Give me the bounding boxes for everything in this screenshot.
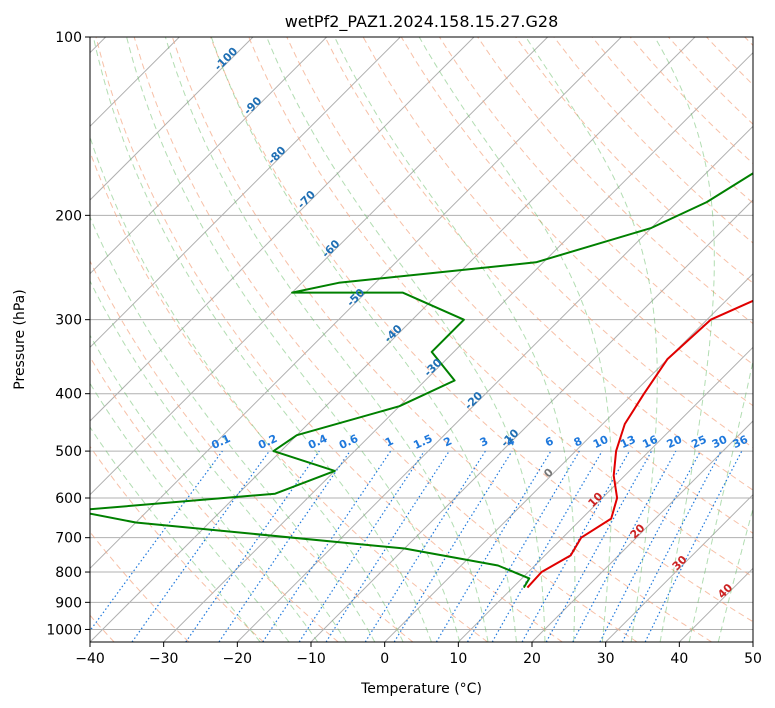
dry-adiabat-line (515, 37, 753, 284)
mixing-ratio-label: 16 (640, 433, 660, 451)
y-axis-title: Pressure (hPa) (12, 289, 28, 389)
mixing-ratio-line (393, 450, 513, 642)
mixing-ratio-line (90, 450, 223, 632)
isotherm-line (531, 420, 753, 642)
isotherm-line (90, 37, 622, 570)
isotherm-line (384, 272, 753, 642)
dry-adiabat-line (90, 356, 339, 642)
y-tick-label: 400 (55, 387, 82, 403)
y-tick-label: 900 (55, 595, 82, 611)
moist-adiabat-line (90, 382, 290, 642)
mixing-ratio-line (572, 450, 677, 642)
dry-adiabat-line (90, 445, 264, 642)
isotherm-line (90, 37, 549, 496)
y-tick-label: 100 (55, 30, 82, 46)
moist-adiabat-line (210, 37, 517, 642)
x-tick-label: 20 (523, 651, 541, 667)
y-tick-label: 1000 (46, 622, 82, 638)
moist-adiabat-line (90, 426, 261, 642)
isotherm-lines (90, 37, 753, 642)
dewpoint-profile-line (90, 172, 753, 589)
isotherm-line (90, 37, 254, 201)
x-tick-label: −10 (296, 651, 326, 667)
dry-adiabat-line (210, 37, 753, 623)
x-tick-label: 0 (380, 651, 389, 667)
mixing-ratio-line (218, 450, 351, 642)
isotherm-line (90, 37, 401, 349)
mixing-ratio-line (325, 450, 450, 642)
moist-adiabat-line (688, 358, 753, 642)
moist-adiabat-line (525, 37, 658, 642)
y-tick-label: 500 (55, 444, 82, 460)
y-tick-label: 300 (55, 313, 82, 329)
y-tick-label: 800 (55, 565, 82, 581)
dry-adiabat-line (90, 259, 414, 642)
y-tick-label: 700 (55, 531, 82, 547)
dry-adiabat-line (324, 37, 753, 491)
mixing-ratio-line (644, 450, 743, 642)
x-tick-label: 30 (597, 651, 615, 667)
mixing-ratio-label: 13 (618, 433, 637, 451)
x-tick-label: −30 (149, 651, 179, 667)
dry-adiabat-line (171, 37, 712, 642)
moist-adiabat-lines (90, 37, 753, 642)
mixing-ratio-label: 25 (689, 433, 708, 451)
isotherm-line (605, 493, 753, 642)
x-tick-label: −40 (75, 651, 105, 667)
isotherm-line (90, 37, 475, 422)
chart-title: wetPf2_PAZ1.2024.158.15.27.G28 (285, 12, 559, 32)
mixing-ratio-line (131, 450, 270, 642)
moist-adiabat-line (90, 135, 404, 642)
dry-adiabat-line (248, 37, 753, 578)
moist-adiabat-line (717, 506, 753, 642)
mixing-ratio-label: 20 (665, 433, 685, 451)
isotherm-line (90, 37, 696, 642)
moist-adiabat-line (418, 37, 613, 642)
moist-adiabat-line (164, 37, 489, 642)
moist-adiabat-line (90, 215, 376, 642)
dry-adiabat-line (95, 37, 563, 642)
plot-frame (89, 36, 754, 643)
mixing-ratio-line (185, 450, 320, 642)
y-axis: 100 200 300 400 500 600 700 800 900 1000 (46, 30, 90, 638)
x-axis-title: Temperature (°C) (360, 681, 482, 697)
isotherm-line (457, 346, 753, 642)
isotherm-line (90, 37, 328, 275)
x-tick-label: 50 (744, 651, 762, 667)
dry-adiabat-line (286, 37, 753, 534)
x-tick-label: −20 (223, 651, 253, 667)
dry-adiabat-lines (90, 37, 753, 642)
temperature-profile-line (526, 299, 753, 589)
x-tick-label: 40 (670, 651, 688, 667)
isotherm-line (163, 51, 753, 642)
profile-lines (90, 172, 753, 589)
mixing-ratio-lines (90, 450, 743, 642)
moist-adiabat-line (654, 37, 715, 642)
moist-adiabat-line (266, 37, 546, 642)
mixing-ratio-line (545, 450, 653, 642)
mixing-ratio-label: 10 (591, 433, 611, 451)
y-tick-label: 600 (55, 491, 82, 507)
x-axis: −40 −30 −20 −10 0 10 20 30 40 50 (75, 642, 762, 667)
isobar-lines (90, 37, 753, 630)
mixing-ratio-line (298, 450, 425, 642)
moist-adiabat-line (90, 334, 319, 642)
mixing-ratio-label: 36 (731, 433, 751, 451)
mixing-ratio-label: 30 (710, 433, 730, 451)
moist-adiabat-line (334, 37, 576, 642)
mixing-ratio-line (262, 450, 392, 642)
x-tick-label: 10 (449, 651, 467, 667)
mixing-ratio-line (521, 450, 631, 642)
moist-adiabat-line (126, 37, 461, 642)
y-tick-label: 200 (55, 208, 82, 224)
moist-adiabat-line (92, 37, 432, 642)
